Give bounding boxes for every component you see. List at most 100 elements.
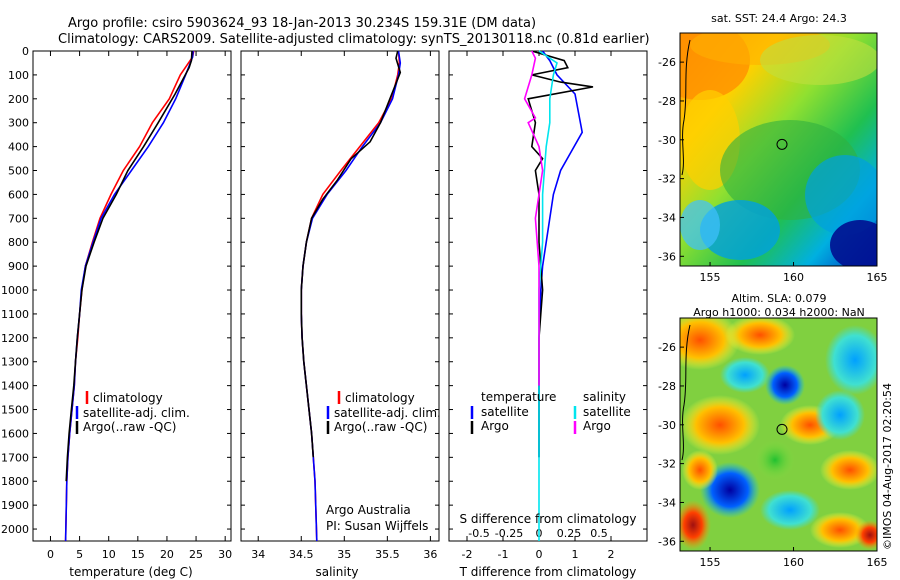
difference-lines — [523, 50, 594, 541]
sst-field — [680, 33, 877, 266]
y-tick-label: 900 — [8, 260, 29, 273]
temperature-lines — [64, 50, 195, 542]
map-y-tick-label: -34 — [658, 496, 676, 509]
sla-map: Altim. SLA: 0.079 Argo h1000: 0.034 h200… — [658, 292, 887, 569]
legend-s-satellite: satellite — [583, 405, 631, 419]
sla-frame — [679, 317, 878, 552]
sst-map: sat. SST: 24.4 Argo: 24.3 155 160 165 -26 -2… — [658, 12, 887, 284]
top-x-tick-label: 0.5 — [590, 527, 608, 540]
sla-field — [680, 318, 877, 551]
map-y-tick-label: -26 — [658, 341, 676, 354]
map-x-tick-label: 165 — [867, 271, 888, 284]
y-tick-label: 1400 — [1, 380, 29, 393]
map-x-tick-label: 165 — [867, 556, 888, 569]
sst-float-position-marker — [776, 138, 788, 150]
salinity-legend: climatology satellite-adj. clim. Argo(..… — [326, 391, 441, 434]
y-tick-label: 1300 — [1, 356, 29, 369]
difference-legend: temperature satellite Argo salinity sate… — [470, 390, 631, 434]
sst-title: sat. SST: 24.4 Argo: 24.3 — [711, 12, 847, 25]
sst-coastline — [681, 39, 691, 176]
sst-frame — [679, 32, 878, 267]
x-tick-label: 34.5 — [289, 548, 314, 561]
map-y-tick-label: -28 — [658, 95, 676, 108]
sst-ticks: 155 160 165 -26 -28 -30 -32 -34 -36 — [658, 56, 887, 284]
sla-float-position-marker — [776, 423, 788, 435]
header-line1: Argo profile: csiro 5903624_93 18-Jan-20… — [68, 16, 536, 31]
map-y-tick-label: -28 — [658, 380, 676, 393]
x-tick-label: -1 — [498, 548, 509, 561]
x-tick-label: 15 — [131, 548, 145, 561]
map-y-tick-label: -26 — [658, 56, 676, 69]
temperature-ticks: 0 5 10 15 20 25 300100200300400500600700800900… — [1, 45, 232, 561]
difference-frame — [448, 50, 648, 542]
y-tick-label: 1200 — [1, 332, 29, 345]
x-tick-label: 35 — [337, 548, 351, 561]
y-tick-label: 400 — [8, 141, 29, 154]
sla-title-line1: Altim. SLA: 0.079 — [731, 292, 826, 305]
y-tick-label: 100 — [8, 69, 29, 82]
difference-panel: -2 -1 0 1 2-0.5 -0.25 0 0.25 0.5 T difference fr… — [448, 50, 648, 579]
x-tick-label: 5 — [76, 548, 83, 561]
legend-temperature-heading: temperature — [481, 390, 556, 404]
temperature-frame — [32, 50, 232, 542]
map-x-tick-label: 155 — [700, 556, 721, 569]
series-line — [523, 50, 544, 386]
salinity-xlabel: salinity — [315, 565, 358, 579]
y-tick-label: 500 — [8, 165, 29, 178]
legend-sal-climatology: climatology — [345, 391, 415, 405]
top-x-tick-label: 0.25 — [557, 527, 582, 540]
top-x-tick-label: -0.5 — [468, 527, 489, 540]
x-tick-label: 10 — [102, 548, 116, 561]
y-tick-label: 1000 — [1, 284, 29, 297]
series-line — [65, 50, 193, 482]
pi-credit: PI: Susan Wijffels — [326, 519, 428, 533]
temperature-panel: 0 5 10 15 20 25 300100200300400500600700800900… — [1, 45, 232, 579]
x-tick-label: 0 — [47, 548, 54, 561]
y-tick-label: 1100 — [1, 308, 29, 321]
top-x-tick-label: -0.25 — [495, 527, 523, 540]
salinity-frame — [240, 50, 440, 542]
argo-australia-credit: Argo Australia — [326, 503, 411, 517]
y-tick-label: 2000 — [1, 523, 29, 536]
series-line — [527, 50, 594, 458]
map-y-tick-label: -34 — [658, 211, 676, 224]
salinity-ticks: 34 34.5 35 35.5 36 — [241, 50, 439, 561]
series-line — [64, 50, 194, 542]
legend-satellite-adj: satellite-adj. clim. — [83, 406, 190, 420]
legend-sal-satellite-adj: satellite-adj. clim. — [334, 406, 441, 420]
salinity-panel: 34 34.5 35 35.5 36 salinity climatology sate… — [240, 50, 441, 579]
y-tick-label: 600 — [8, 188, 29, 201]
legend-t-argo: Argo — [481, 419, 509, 433]
difference-xlabel: T difference from climatology — [459, 565, 637, 579]
series-line — [538, 50, 558, 541]
sla-title-line2: Argo h1000: 0.034 h2000: NaN — [693, 306, 865, 319]
x-tick-label: 0 — [536, 548, 543, 561]
legend-s-argo: Argo — [583, 419, 611, 433]
y-tick-label: 300 — [8, 117, 29, 130]
x-tick-label: 30 — [218, 548, 232, 561]
y-tick-label: 1700 — [1, 451, 29, 464]
difference-ticks: -2 -1 0 1 2-0.5 -0.25 0 0.25 0.5 — [449, 50, 647, 561]
legend-salinity-heading: salinity — [583, 390, 626, 404]
x-tick-label: 2 — [608, 548, 615, 561]
map-y-tick-label: -32 — [658, 458, 676, 471]
y-tick-label: 1800 — [1, 475, 29, 488]
map-y-tick-label: -30 — [658, 134, 676, 147]
x-tick-label: 35.5 — [375, 548, 400, 561]
y-tick-label: 700 — [8, 212, 29, 225]
map-y-tick-label: -36 — [658, 535, 676, 548]
y-tick-label: 1500 — [1, 404, 29, 417]
y-tick-label: 0 — [22, 45, 29, 58]
legend-t-satellite: satellite — [481, 405, 529, 419]
y-tick-label: 1600 — [1, 427, 29, 440]
map-x-tick-label: 155 — [700, 271, 721, 284]
temperature-legend: climatology satellite-adj. clim. Argo(..… — [75, 391, 190, 434]
map-x-tick-label: 160 — [783, 556, 804, 569]
salinity-lines — [300, 50, 402, 542]
x-tick-label: 1 — [572, 548, 579, 561]
legend-sal-argo: Argo(..raw -QC) — [334, 420, 427, 434]
difference-top-label: S difference from climatology — [460, 512, 637, 526]
sla-ticks: 155 160 165 -26 -28 -30 -32 -34 -36 — [658, 341, 887, 569]
map-y-tick-label: -36 — [658, 250, 676, 263]
